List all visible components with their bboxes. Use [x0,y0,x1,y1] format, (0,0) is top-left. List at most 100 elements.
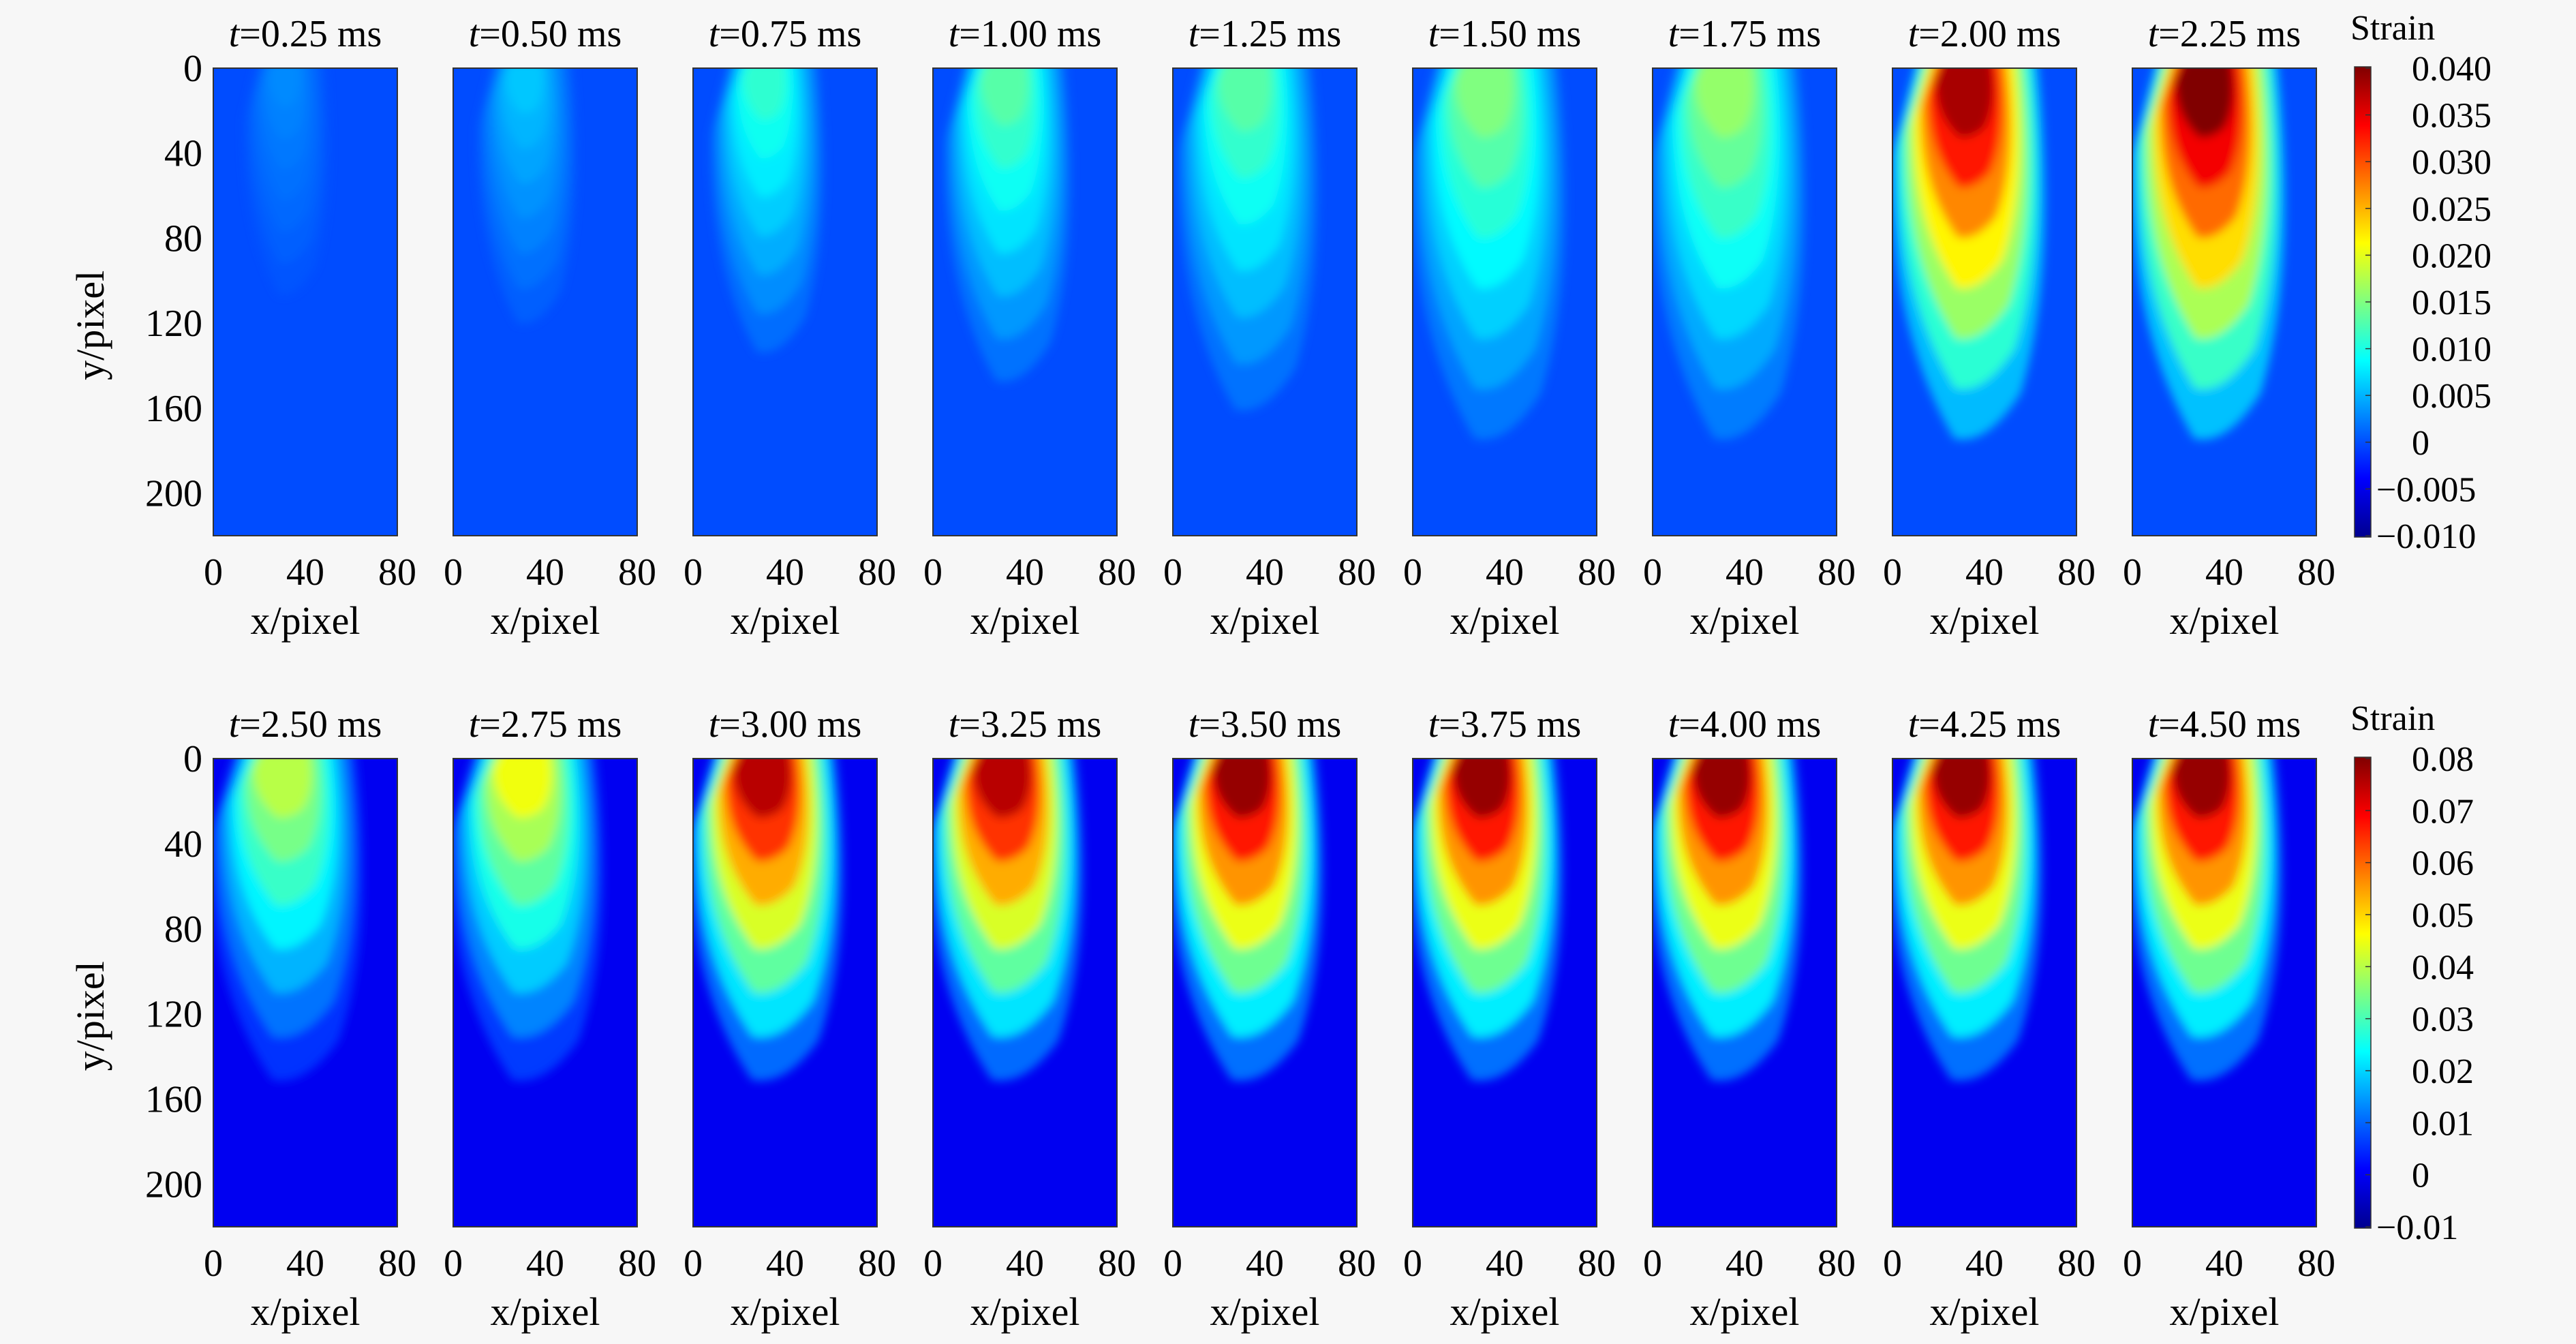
y-tick-label: 80 [164,908,202,951]
y-axis-label: y/pixel [68,961,112,1071]
heatmap-panel: t=2.50 ms 0 40 80 x/pixel [204,703,416,1334]
panel-frame [213,67,398,536]
panel-frame [932,758,1118,1227]
panel-title: t=1.00 ms [949,13,1102,55]
heatmap-panel: t=3.25 ms 0 40 80 x/pixel [923,703,1136,1334]
panel-frame [2132,758,2317,1227]
panel-frame [1412,758,1597,1227]
x-axis-label: x/pixel [970,598,1079,643]
x-tick-label: 80 [858,551,896,594]
x-tick-label: 80 [2057,1242,2096,1285]
panel-time-unit: ms [1527,13,1581,55]
colorbar-tick-label: 0 [2412,1157,2429,1195]
panel-time-unit: ms [1047,703,1101,746]
panel-time-value: 4.50 [2180,703,2247,746]
panel-title: t=1.25 ms [1189,13,1342,55]
panel-title: t=3.00 ms [709,703,862,746]
heatmap-panel: t=4.00 ms 0 40 80 x/pixel [1643,703,1856,1334]
panel-title: t=1.50 ms [1428,13,1582,55]
x-tick-label: 80 [2057,551,2096,594]
panel-frame [453,758,638,1227]
y-tick-label: 0 [183,738,202,780]
x-axis-label: x/pixel [1450,598,1559,643]
panel-time-unit: ms [1767,13,1821,55]
colorbar-tick-label: 0.08 [2412,740,2474,779]
x-tick-label: 0 [2123,1242,2142,1285]
panel-frame [213,758,398,1227]
x-tick-label: 40 [286,551,324,594]
x-tick-label: 0 [923,551,942,594]
x-tick-label: 80 [1098,1242,1136,1285]
panel-time-unit: ms [568,703,622,746]
panel-title: t=0.75 ms [709,13,862,55]
heatmap-panel: t=4.25 ms 0 40 80 x/pixel [1883,703,2096,1334]
panel-title: t=3.50 ms [1189,703,1342,746]
panel-time-value: 3.75 [1460,703,1527,746]
x-tick-label: 0 [1163,1242,1182,1285]
x-tick-label: 40 [1006,551,1044,594]
chart-row-top: 0 40 80 120 160 200 y/pixel t=0.25 ms 0 40 80 x/pix… [68,9,2491,643]
heatmap-panel: t=3.00 ms 0 40 80 x/pixel [684,703,896,1334]
chart-row-bottom: 0 40 80 120 160 200 y/pixel t=2.50 ms 0 40 80 x/pix… [68,699,2474,1334]
strain-contour [2173,759,2230,818]
y-axis-label: y/pixel [68,271,112,380]
x-axis-label: x/pixel [1689,598,1799,643]
panel-title: t=2.50 ms [229,703,382,746]
panel-frame [1412,67,1597,536]
panel-time-unit: ms [328,13,382,55]
panel-time-unit: ms [328,703,382,746]
panel-time-value: 1.75 [1700,13,1767,55]
y-tick-label: 80 [164,217,202,260]
panel-frame [1892,67,2077,536]
x-tick-label: 40 [1486,1242,1524,1285]
x-tick-label: 40 [2205,551,2243,594]
x-axis-label: x/pixel [2169,598,2279,643]
panel-time-unit: ms [568,13,622,55]
colorbar-tick-label: −0.005 [2376,470,2476,509]
x-tick-label: 0 [1163,551,1182,594]
heatmap-panel: t=2.00 ms 0 40 80 x/pixel [1883,13,2096,643]
strain-contour [1696,68,1754,138]
x-tick-label: 0 [1883,1242,1902,1285]
panel-time-value: 0.50 [501,13,568,55]
strain-contour [1935,68,1994,138]
panel-time-unit: ms [2247,13,2301,55]
y-tick-label: 160 [145,1079,202,1121]
colorbar-title: Strain [2350,9,2435,48]
x-axis-label: x/pixel [1210,1289,1319,1334]
x-tick-label: 40 [766,551,804,594]
colorbar-gradient [2354,757,2372,1229]
panel-frame [1172,758,1358,1227]
y-tick-label: 120 [145,994,202,1036]
x-tick-label: 40 [1486,551,1524,594]
panel-title: t=4.50 ms [2148,703,2301,746]
x-tick-label: 40 [1965,551,2004,594]
colorbar-tick-label: 0.035 [2412,97,2491,136]
x-tick-label: 40 [1726,1242,1764,1285]
x-tick-label: 80 [1578,551,1616,594]
panel-frame [692,758,878,1227]
x-tick-label: 80 [858,1242,896,1285]
colorbar-tick-label: 0.01 [2412,1104,2474,1143]
x-axis-label: x/pixel [1929,598,2039,643]
heatmap-panel: t=1.75 ms 0 40 80 x/pixel [1643,13,1856,643]
x-tick-label: 0 [1883,551,1902,594]
x-tick-label: 80 [618,1242,656,1285]
panel-time-unit: ms [2007,13,2061,55]
strain-contour [269,68,301,108]
x-axis-label: x/pixel [250,598,360,643]
panel-time-value: 3.25 [981,703,1047,746]
x-tick-label: 40 [526,1242,564,1285]
x-axis-label: x/pixel [970,1289,1079,1334]
colorbar-tick-label: 0.04 [2412,948,2474,987]
x-tick-label: 0 [204,1242,223,1285]
panel-time-value: 2.50 [261,703,328,746]
colorbar-tick-label: 0.025 [2412,190,2491,229]
y-tick-label: 0 [183,48,202,90]
x-tick-label: 80 [2297,551,2335,594]
x-tick-label: 0 [204,551,223,594]
panel-time-unit: ms [1527,703,1581,746]
heatmap-panel: t=3.50 ms 0 40 80 x/pixel [1163,703,1376,1334]
